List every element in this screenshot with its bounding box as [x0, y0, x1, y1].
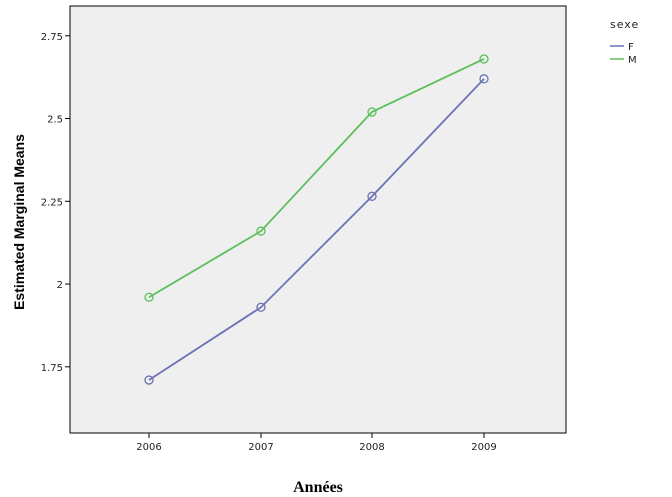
data-point-M [256, 226, 266, 236]
y-tick-label: 2.75 [41, 32, 63, 43]
series-line-F [148, 78, 485, 381]
data-point-F [144, 375, 154, 385]
legend-items: FM [610, 42, 637, 66]
x-tick-label: 2006 [136, 442, 161, 453]
data-point-F [256, 302, 266, 312]
series-layer [144, 54, 489, 385]
y-axis: 1.75 2 2.25 2.5 2.75 [41, 32, 70, 374]
y-tick-label: 2 [57, 280, 63, 291]
legend-label-F: F [628, 42, 634, 53]
x-axis: 2006 2007 2008 2009 [136, 433, 497, 453]
legend: sexe FM [610, 18, 639, 66]
legend-title: sexe [610, 18, 639, 31]
y-tick-label: 2.5 [47, 115, 63, 126]
x-tick-label: 2008 [359, 442, 384, 453]
legend-label-M: M [628, 55, 637, 66]
data-point-M [367, 107, 377, 117]
y-axis-title: Estimated Marginal Means [11, 134, 27, 310]
series-line-M [148, 58, 485, 299]
x-tick-label: 2007 [248, 442, 273, 453]
data-point-M [144, 292, 154, 302]
plot-area [69, 5, 567, 434]
data-point-F [367, 191, 377, 201]
data-point-M [479, 54, 489, 64]
y-tick-label: 2.25 [41, 197, 63, 208]
x-axis-title: Années [293, 479, 343, 496]
x-tick-label: 2009 [471, 442, 496, 453]
y-tick-label: 1.75 [41, 363, 63, 374]
data-point-F [479, 74, 489, 84]
